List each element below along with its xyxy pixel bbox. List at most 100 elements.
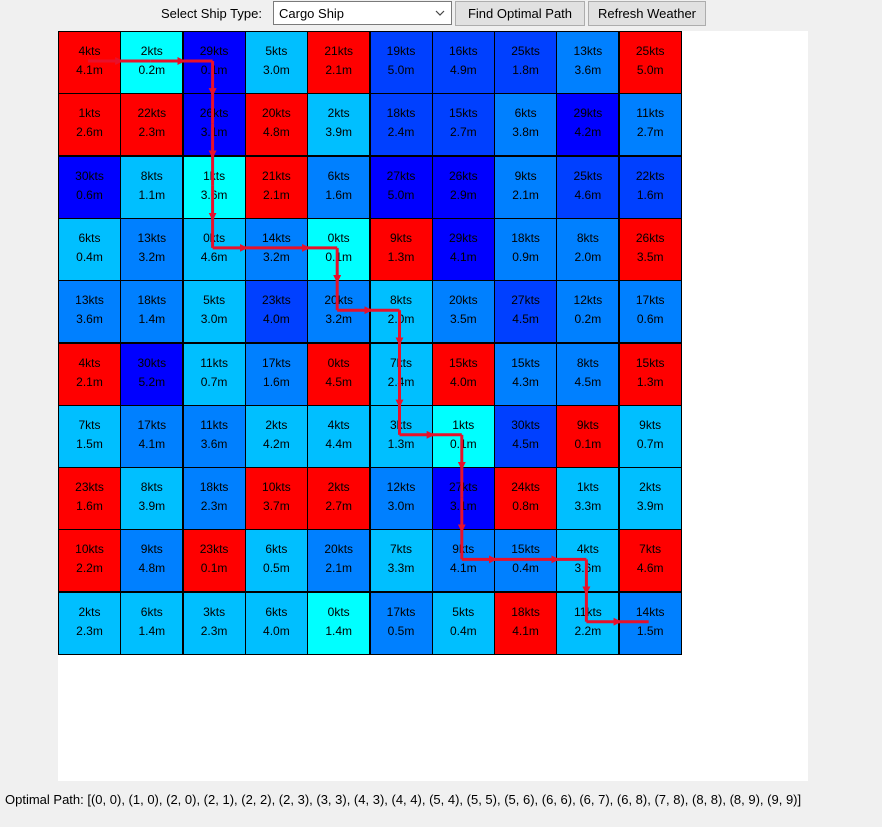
grid-cell: 8kts 2.0m (369, 280, 433, 344)
cell-speed: 7kts (639, 542, 662, 557)
grid-cell: 19kts 5.0m (369, 31, 433, 94)
grid-cell: 1kts 3.3m (556, 467, 620, 531)
cell-speed: 6kts (514, 106, 537, 121)
cell-speed: 15kts (448, 355, 478, 370)
cell-speed: 8kts (140, 480, 163, 495)
cell-wave-height: 1.3m (387, 436, 415, 451)
find-optimal-path-button[interactable]: Find Optimal Path (455, 1, 585, 26)
grid-cell: 6kts 0.4m (58, 217, 121, 281)
cell-wave-height: 1.5m (76, 436, 103, 451)
grid-cell: 20kts 2.1m (307, 529, 371, 593)
grid-cell: 9kts 0.7m (618, 404, 682, 468)
cell-wave-height: 2.3m (200, 623, 228, 638)
cell-wave-height: 4.2m (263, 436, 290, 451)
cell-wave-height: 1.6m (636, 187, 664, 202)
cell-speed: 1kts (203, 168, 226, 183)
grid-cell: 27kts 4.5m (494, 280, 558, 344)
cell-speed: 7kts (78, 417, 101, 432)
grid-cell: 15kts 2.7m (431, 93, 495, 157)
cell-wave-height: 3.5m (636, 249, 664, 264)
weather-grid: 4kts 4.1m 2kts 0.2m 29kts 0.1m 5kts 3.0m 21kts 2.… (58, 31, 682, 655)
cell-wave-height: 3.1m (449, 499, 477, 514)
cell-speed: 9kts (452, 542, 475, 557)
grid-cell: 9kts 4.1m (431, 529, 495, 593)
grid-cell: 16kts 4.9m (431, 31, 495, 94)
grid-cell: 7kts 3.3m (369, 529, 433, 593)
cell-speed: 29kts (448, 230, 478, 245)
grid-cell: 14kts 1.5m (618, 591, 682, 655)
grid-cell: 5kts 0.4m (431, 591, 495, 655)
grid-cell: 18kts 2.4m (369, 93, 433, 157)
grid-cell: 25kts 1.8m (494, 31, 558, 94)
grid-cell: 10kts 3.7m (244, 467, 308, 531)
grid-cell: 17kts 1.6m (244, 342, 308, 406)
cell-speed: 3kts (389, 417, 412, 432)
cell-speed: 11kts (636, 106, 665, 121)
cell-wave-height: 3.6m (574, 63, 602, 77)
grid-cell: 7kts 4.6m (618, 529, 682, 593)
cell-speed: 26kts (635, 230, 665, 245)
cell-wave-height: 2.1m (76, 374, 103, 389)
grid-cell: 13kts 3.6m (556, 31, 620, 94)
cell-wave-height: 2.3m (76, 623, 103, 638)
cell-speed: 30kts (75, 168, 104, 183)
grid-cell: 27kts 5.0m (369, 155, 433, 219)
cell-wave-height: 1.4m (138, 623, 166, 638)
cell-speed: 0kts (327, 230, 350, 245)
cell-wave-height: 2.2m (76, 561, 103, 576)
cell-wave-height: 0.7m (200, 374, 228, 389)
cell-speed: 18kts (137, 293, 167, 308)
grid-cell: 18kts 1.4m (120, 280, 184, 344)
cell-wave-height: 2.6m (76, 125, 103, 140)
cell-speed: 5kts (203, 293, 226, 308)
grid-cell: 15kts 1.3m (618, 342, 682, 406)
cell-speed: 2kts (265, 417, 288, 432)
chevron-down-icon[interactable] (433, 6, 447, 20)
cell-speed: 26kts (448, 168, 478, 183)
grid-cell: 30kts 4.5m (494, 404, 558, 468)
cell-speed: 20kts (324, 542, 354, 557)
grid-cell: 13kts 3.6m (58, 280, 121, 344)
cell-speed: 0kts (327, 355, 350, 370)
cell-wave-height: 2.2m (574, 623, 602, 638)
cell-speed: 4kts (576, 542, 599, 557)
grid-cell: 10kts 2.2m (58, 529, 121, 593)
grid-cell: 6kts 1.4m (120, 591, 184, 655)
cell-speed: 12kts (573, 293, 603, 308)
grid-cell: 18kts 4.1m (494, 591, 558, 655)
cell-speed: 17kts (137, 417, 167, 432)
cell-speed: 2kts (140, 44, 163, 58)
grid-cell: 20kts 3.5m (431, 280, 495, 344)
cell-speed: 6kts (265, 604, 288, 619)
grid-cell: 8kts 3.9m (120, 467, 184, 531)
cell-speed: 30kts (511, 417, 540, 432)
cell-wave-height: 3.0m (387, 499, 415, 514)
ship-type-select[interactable]: Cargo Ship (273, 1, 452, 25)
grid-cell: 1kts 0.1m (431, 404, 495, 468)
cell-wave-height: 0.1m (449, 436, 477, 451)
cell-wave-height: 0.2m (574, 312, 602, 327)
cell-speed: 3kts (203, 604, 226, 619)
cell-wave-height: 4.5m (512, 312, 539, 327)
grid-cell: 17kts 0.6m (618, 280, 682, 344)
cell-wave-height: 0.6m (636, 312, 664, 327)
grid-cell: 4kts 2.1m (58, 342, 121, 406)
cell-speed: 16kts (448, 44, 478, 58)
grid-cell: 29kts 4.1m (431, 217, 495, 281)
map-canvas[interactable]: 4kts 4.1m 2kts 0.2m 29kts 0.1m 5kts 3.0m 21kts 2.… (58, 31, 808, 781)
cell-speed: 8kts (576, 230, 599, 245)
grid-cell: 11kts 0.7m (182, 342, 246, 406)
cell-speed: 11kts (200, 417, 228, 432)
cell-wave-height: 3.6m (200, 187, 228, 202)
cell-speed: 1kts (452, 417, 475, 432)
grid-cell: 7kts 1.5m (58, 404, 121, 468)
cell-speed: 13kts (75, 293, 104, 308)
cell-speed: 10kts (75, 542, 104, 557)
cell-wave-height: 2.4m (387, 125, 415, 140)
cell-wave-height: 3.7m (263, 499, 290, 514)
grid-cell: 15kts 0.4m (494, 529, 558, 593)
grid-cell: 8kts 2.0m (556, 217, 620, 281)
cell-wave-height: 4.6m (636, 561, 664, 576)
refresh-weather-button[interactable]: Refresh Weather (588, 1, 706, 26)
cell-speed: 7kts (389, 355, 412, 370)
